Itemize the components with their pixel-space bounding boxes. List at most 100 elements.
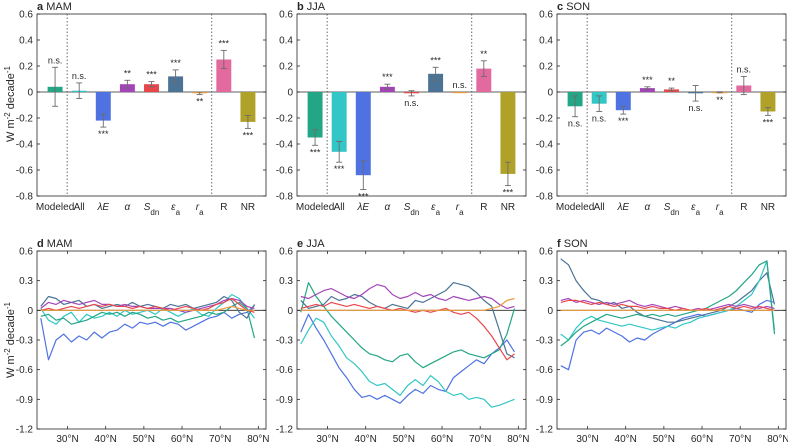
series-line-Modeled [560,260,776,347]
bar-lambdaE [95,92,111,121]
y-tick-label: 0 [547,88,553,99]
bar-NR [240,92,256,122]
x-tick-label: Modeled [296,202,334,213]
x-tick-label: α [645,202,651,213]
panel-a: a MAM -0.8 -0.6 -0.4 -0.2 0 0.2 0.4 0.6 n.s. Mode… [16,1,267,217]
plot-area: -1.2 -0.9 -0.6 -0.3 0 0.3 0.6 30°N 40°N 50°N 60°N 7… [276,247,530,445]
panel-e: e JJA -1.2 -0.9 -0.6 -0.3 0 0.3 0.6 30°N 40°N 50°… [276,238,530,445]
x-tick-label: ra [196,202,204,217]
x-tick-label: ra [716,202,724,217]
y-tick-label: -0.3 [536,336,554,347]
panel-a-title: a MAM [37,1,72,13]
y-tick-label: -0.9 [536,395,554,406]
significance-label: n.s. [688,103,703,113]
x-tick-label: 40°N [615,434,637,445]
y-tick-label: -0.6 [16,365,34,376]
x-tick-label: 50°N [653,434,675,445]
y-tick-label: -0.8 [276,192,294,203]
x-tick-label: NR [761,202,775,213]
panel-e-title: e JJA [297,238,325,250]
plot-area: -1.2 -0.9 -0.6 -0.3 0 0.3 0.6 30°N 40°N 50°N 60°N 7… [536,247,788,445]
x-tick-label: λE [356,202,369,213]
series-lines [40,293,256,361]
x-tick-label: All [334,202,345,213]
panel-b-title: b JJA [297,1,326,13]
significance-label: *** [310,147,321,157]
plot-area: -0.8 -0.6 -0.4 -0.2 0 0.2 0.4 0.6 n.s. Modeled n.s… [536,10,787,217]
x-tick-label: 40°N [95,434,117,445]
series-lines [560,258,776,371]
significance-label: *** [98,129,109,139]
x-tick-label: εa [171,202,180,217]
bar-All [331,92,347,152]
y-tick-label: 0.3 [19,276,33,287]
significance-label: *** [430,55,441,65]
series-line-Modeled [40,301,256,339]
series-lines [300,282,516,408]
y-axis-label-bottom: W m-2 decade-1 [3,301,18,378]
bar-Modeled [307,92,323,138]
x-tick-label: R [220,202,227,213]
x-tick-label: NR [241,202,255,213]
y-tick-label: -0.6 [536,365,554,376]
panel-d: d MAM -1.2 -0.9 -0.6 -0.3 0 0.3 0.6 30°N 40°N 50°… [16,238,270,445]
plot-area: -1.2 -0.9 -0.6 -0.3 0 0.3 0.6 30°N 40°N 50°N 60°N 7… [16,247,270,445]
x-tick-label: Sdn [404,202,420,217]
x-tick-label: Sdn [664,202,680,217]
x-tick-label: 70°N [729,434,751,445]
bar-lambdaE [355,92,371,176]
y-tick-label: 0.6 [539,247,553,258]
x-tick-label: 60°N [431,434,453,445]
significance-label: ** [716,95,724,105]
y-tick-label: -1.2 [276,425,294,436]
x-tick-label: All [594,202,605,213]
series-line-r_a [40,305,255,311]
x-tick-label: 80°N [247,434,269,445]
y-tick-label: -0.2 [276,114,294,125]
y-tick-label: 0.6 [19,10,33,21]
significance-label: *** [618,116,629,126]
x-tick-label: R [480,202,487,213]
bar-alpha [639,88,655,92]
y-tick-label: 0 [27,306,33,317]
axes-box [36,13,267,197]
x-tick-label: NR [501,202,515,213]
x-tick-label: 30°N [56,434,78,445]
panel-c-title: c SON [557,1,590,13]
significance-label: *** [334,164,345,174]
y-tick-label: -0.9 [276,395,294,406]
significance-label: ** [124,68,132,78]
x-tick-label: 50°N [133,434,155,445]
series-line-alpha [300,283,515,310]
y-tick-label: 0.6 [279,247,293,258]
y-tick-label: 0 [27,88,33,99]
x-tick-label: 30°N [316,434,338,445]
x-tick-label: α [125,202,131,213]
series-line-epsilon_a [560,258,776,323]
significance-label: *** [763,117,774,127]
y-tick-label: 0.3 [539,276,553,287]
significance-label: n.s. [592,114,607,124]
series-line-epsilon_a [40,295,256,319]
series-line-Sdn [40,297,255,313]
x-tick-label: 80°N [767,434,788,445]
series-line-All [300,317,515,408]
x-tick-label: All [74,202,85,213]
x-tick-label: Modeled [556,202,594,213]
y-axis-label-top: W m-2 decade-1 [3,65,18,142]
significance-label: ** [668,76,676,86]
y-tick-label: -0.6 [536,166,554,177]
x-tick-label: 50°N [393,434,415,445]
y-tick-label: -0.9 [16,395,34,406]
axes-box [296,13,527,197]
significance-label: *** [219,38,230,48]
y-tick-label: -0.2 [536,114,554,125]
y-tick-label: 0.2 [539,62,553,73]
x-tick-label: εa [691,202,700,217]
significance-label: n.s. [72,71,87,81]
y-tick-label: 0.4 [279,36,293,47]
y-tick-label: -1.2 [16,425,34,436]
significance-label: ** [196,97,204,107]
x-tick-label: R [740,202,747,213]
